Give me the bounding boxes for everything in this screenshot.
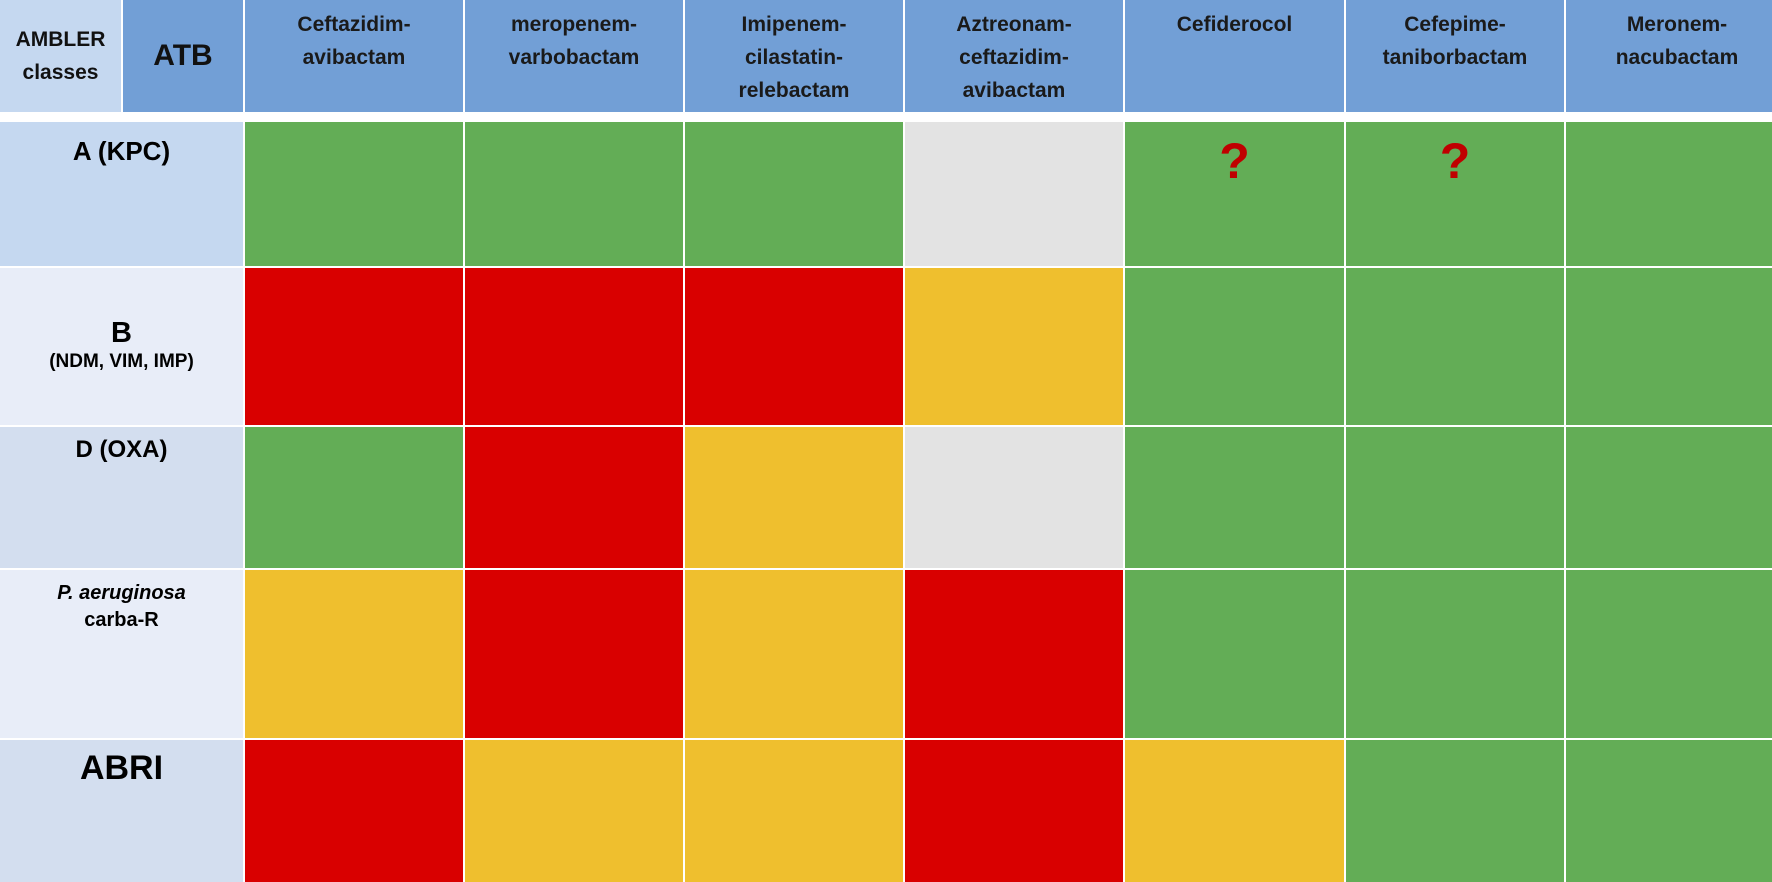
cell-p-aeruginosa-ceftazidim-avibactam-yellow [245, 570, 463, 738]
header-separator [0, 114, 1772, 120]
cell-d-oxa-cefiderocol-green [1125, 427, 1344, 568]
cell-abri-ceftazidim-avibactam-red [245, 740, 463, 882]
cell-b-metallo-ceftazidim-avibactam-red [245, 268, 463, 425]
row-a-kpc-label: A (KPC) [0, 122, 243, 266]
cell-b-metallo-meronem-nacubactam-green [1566, 268, 1772, 425]
row-d-oxa-label: D (OXA) [0, 427, 243, 568]
cell-d-oxa-meropenem-varbobactam-red [465, 427, 683, 568]
cell-a-kpc-aztreonam-ceftazidim-avibactam-grey [905, 122, 1123, 266]
cell-abri-cefiderocol-yellow [1125, 740, 1344, 882]
row-label-line: D (OXA) [75, 436, 168, 463]
column-header-meronem-nacubactam: Meronem- nacubactam [1566, 0, 1772, 112]
cell-d-oxa-ceftazidim-avibactam-green [245, 427, 463, 568]
cell-d-oxa-meronem-nacubactam-green [1566, 427, 1772, 568]
cell-p-aeruginosa-cefepime-taniborbactam-green [1346, 570, 1564, 738]
cell-abri-aztreonam-ceftazidim-avibactam-red [905, 740, 1123, 882]
row-b-metallo-label: B (NDM, VIM, IMP) [0, 268, 243, 425]
row-label-line: ABRI [79, 749, 164, 787]
cell-p-aeruginosa-cefiderocol-green [1125, 570, 1344, 738]
cell-abri-cefepime-taniborbactam-green [1346, 740, 1564, 882]
row-label-line: A (KPC) [72, 136, 171, 166]
cell-p-aeruginosa-aztreonam-ceftazidim-avibactam-red [905, 570, 1123, 738]
row-abri-label: ABRI [0, 740, 243, 882]
column-header-meropenem-varbobactam: meropenem- varbobactam [465, 0, 683, 112]
cell-a-kpc-imipenem-cilastatin-relebactam-green [685, 122, 903, 266]
row-label-line: carba-R [84, 609, 159, 631]
cell-b-metallo-aztreonam-ceftazidim-avibactam-yellow [905, 268, 1123, 425]
cell-p-aeruginosa-meropenem-varbobactam-red [465, 570, 683, 738]
uncertain-question-mark: ? [1439, 133, 1471, 189]
cell-p-aeruginosa-meronem-nacubactam-green [1566, 570, 1772, 738]
cell-b-metallo-cefiderocol-green [1125, 268, 1344, 425]
column-header-aztreonam-ceftazidim-avibactam: Aztreonam- ceftazidim- avibactam [905, 0, 1123, 112]
cell-p-aeruginosa-imipenem-cilastatin-relebactam-yellow [685, 570, 903, 738]
atb-header: ATB [123, 0, 243, 112]
column-header-cefepime-taniborbactam: Cefepime- taniborbactam [1346, 0, 1564, 112]
column-header-cefiderocol: Cefiderocol [1125, 0, 1344, 112]
ambler-classes-header: AMBLER classes [0, 0, 121, 112]
cell-b-metallo-imipenem-cilastatin-relebactam-red [685, 268, 903, 425]
cell-d-oxa-cefepime-taniborbactam-green [1346, 427, 1564, 568]
cell-a-kpc-cefepime-taniborbactam-green: ? [1346, 122, 1564, 266]
cell-a-kpc-meropenem-varbobactam-green [465, 122, 683, 266]
cell-abri-meronem-nacubactam-green [1566, 740, 1772, 882]
column-header-ceftazidim-avibactam: Ceftazidim- avibactam [245, 0, 463, 112]
cell-d-oxa-aztreonam-ceftazidim-avibactam-grey [905, 427, 1123, 568]
row-label-line: (NDM, VIM, IMP) [49, 351, 194, 372]
cell-b-metallo-cefepime-taniborbactam-green [1346, 268, 1564, 425]
row-p-aeruginosa-label: P. aeruginosa carba-R [0, 570, 243, 738]
cell-a-kpc-cefiderocol-green: ? [1125, 122, 1344, 266]
cell-d-oxa-imipenem-cilastatin-relebactam-yellow [685, 427, 903, 568]
column-header-imipenem-cilastatin-relebactam: Imipenem- cilastatin- relebactam [685, 0, 903, 112]
cell-abri-imipenem-cilastatin-relebactam-yellow [685, 740, 903, 882]
row-label-line: B [111, 317, 132, 349]
cell-abri-meropenem-varbobactam-yellow [465, 740, 683, 882]
uncertain-question-mark: ? [1219, 133, 1250, 189]
cell-a-kpc-meronem-nacubactam-green [1566, 122, 1772, 266]
cell-b-metallo-meropenem-varbobactam-red [465, 268, 683, 425]
row-label-line: P. aeruginosa [57, 582, 186, 604]
cell-a-kpc-ceftazidim-avibactam-green [245, 122, 463, 266]
